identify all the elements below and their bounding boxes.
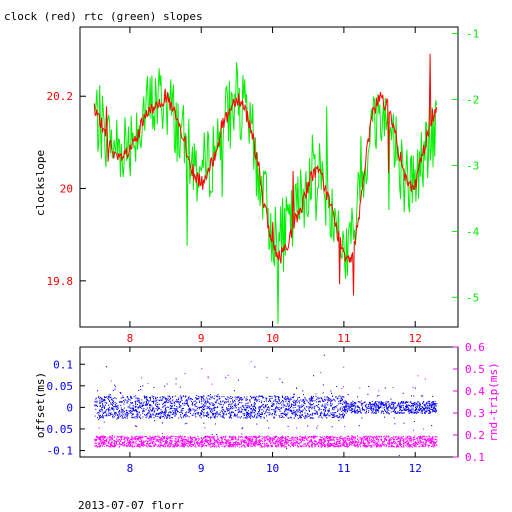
rndtrip-y-tick-label: 0.4 <box>465 385 485 398</box>
rndtrip-y-tick-label: 0.5 <box>465 363 485 376</box>
slopes-plot-frame <box>79 26 459 328</box>
slopes-axes: 8 9 10 11 12 19.8 20 20.2 -1 -2 -3 -4 -5 <box>47 27 480 345</box>
slopes-x-tick-label: 10 <box>266 332 279 345</box>
offset-points <box>94 354 438 458</box>
rndtrip-y-axis-label: rnd-trip(ms) <box>487 362 500 441</box>
rndtrip-y-tick-label: 0.1 <box>465 451 485 464</box>
rtc-y-tick-label: -4 <box>466 225 480 238</box>
offset-panel: 8 9 10 11 12 0.1 0.05 0 -0.05 -0.1 0.6 0.5 0.4 0.3 0.2… <box>34 341 500 475</box>
offset-x-tick-label: 8 <box>127 462 134 475</box>
offset-y-tick-label: -0.05 <box>40 423 73 436</box>
rndtrip-y-tick-label: 0.3 <box>465 407 485 420</box>
offset-plot-frame <box>79 346 459 458</box>
offset-series-group <box>94 354 438 458</box>
slopes-panel: 8 9 10 11 12 19.8 20 20.2 -1 -2 -3 -4 -5 clockslope <box>34 26 480 345</box>
rndtrip-y-tick-label: 0.2 <box>465 429 485 442</box>
slopes-x-tick-label: 9 <box>198 332 205 345</box>
rndtrip-points <box>94 361 438 448</box>
rtc-y-tick-label: -1 <box>466 28 479 41</box>
offset-x-tick-label: 9 <box>198 462 205 475</box>
offset-y-tick-label: -0.1 <box>47 445 74 458</box>
slopes-y-axis-label: clockslope <box>34 150 47 216</box>
offset-y-axis-label: offset(ms) <box>34 372 47 438</box>
rtc-y-tick-label: -2 <box>466 94 479 107</box>
slopes-series-group <box>93 53 438 324</box>
offset-x-tick-label: 11 <box>337 462 350 475</box>
rtc-y-tick-label: -5 <box>466 291 479 304</box>
footer-date-host: 2013-07-07 florr <box>78 499 184 512</box>
rndtrip-y-tick-label: 0.6 <box>465 341 485 354</box>
slopes-y-tick-label: 20.2 <box>47 90 74 103</box>
slopes-x-tick-label: 12 <box>409 332 422 345</box>
chart-title: clock (red) rtc (green) slopes <box>4 10 203 23</box>
slopes-x-tick-label: 8 <box>127 332 134 345</box>
offset-axes: 8 9 10 11 12 0.1 0.05 0 -0.05 -0.1 0.6 0.5 0.4 0.3 0.2… <box>40 341 485 475</box>
slopes-x-tick-label: 11 <box>337 332 350 345</box>
offset-x-tick-label: 12 <box>409 462 422 475</box>
slopes-y-tick-label: 20 <box>60 183 73 196</box>
offset-y-tick-label: 0 <box>66 401 73 414</box>
offset-y-tick-label: 0.1 <box>53 358 73 371</box>
slopes-y-tick-label: 19.8 <box>47 275 74 288</box>
rtc-slope-line <box>93 62 438 324</box>
offset-y-tick-label: 0.05 <box>47 380 74 393</box>
clock-slope-line <box>93 53 438 296</box>
rtc-y-tick-label: -3 <box>466 159 479 172</box>
offset-x-tick-label: 10 <box>266 462 279 475</box>
